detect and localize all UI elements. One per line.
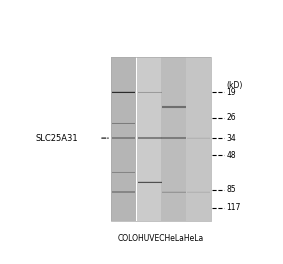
Bar [112,139,135,140]
Bar [186,57,211,221]
Bar [111,57,136,221]
Bar [112,190,135,191]
Text: (kD): (kD) [226,81,243,90]
Text: 85: 85 [226,185,236,194]
Text: 26: 26 [226,113,236,122]
Bar [162,136,186,137]
Bar [112,191,135,192]
Text: SLC25A31: SLC25A31 [35,134,78,143]
Bar [112,90,135,91]
Bar [162,107,186,108]
Bar [112,93,135,94]
Text: 117: 117 [226,203,241,212]
Bar [112,193,135,194]
Bar [112,137,135,138]
Bar [162,108,186,109]
Bar [112,92,135,93]
Bar [162,139,186,140]
Bar [112,138,135,139]
Bar [162,192,186,193]
Bar [112,94,135,95]
Text: COLOHUVECHeLaHeLa: COLOHUVECHeLaHeLa [118,234,204,243]
Text: 34: 34 [226,134,236,143]
Bar [138,180,162,181]
Bar [162,105,186,106]
Bar [112,136,135,137]
Text: 48: 48 [226,151,236,160]
Bar [137,57,162,221]
Text: 19: 19 [226,88,236,97]
Bar [138,138,162,139]
Bar [162,190,186,191]
Bar [111,57,211,221]
Bar [138,182,162,183]
Bar [162,191,186,192]
Bar [138,136,162,137]
Bar [138,139,162,140]
Bar [138,183,162,184]
Bar [162,106,186,107]
Bar [162,193,186,194]
Bar [138,181,162,182]
Bar [162,137,186,138]
Bar [138,137,162,138]
Bar [112,192,135,193]
Bar [162,138,186,139]
Bar [162,57,187,221]
Bar [112,91,135,92]
